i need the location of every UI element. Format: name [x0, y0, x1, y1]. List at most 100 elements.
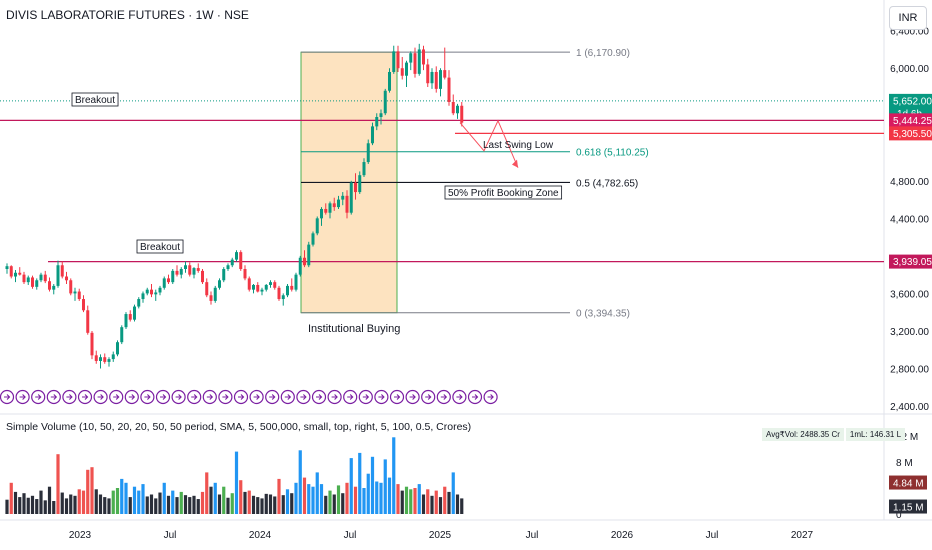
- price-badge: [889, 126, 932, 141]
- volume-bar: [426, 489, 430, 514]
- candle-body: [235, 252, 238, 260]
- arrow-right-glyph: [238, 394, 245, 400]
- candle-body: [175, 270, 179, 275]
- volume-bar: [226, 497, 230, 514]
- volume-badge-label: 4.84 M: [893, 479, 924, 490]
- candle-body: [14, 272, 17, 277]
- volume-bar: [111, 490, 115, 514]
- volume-bar: [324, 495, 328, 514]
- volume-bar: [349, 458, 353, 514]
- candle-body: [43, 274, 47, 282]
- candle-body: [252, 284, 255, 290]
- candle-body: [103, 357, 107, 362]
- volume-bar: [52, 501, 56, 514]
- arrow-right-glyph: [97, 394, 104, 400]
- candle-body: [35, 280, 39, 287]
- volume-tick-label: 8 M: [896, 458, 913, 469]
- candle-body: [82, 299, 85, 311]
- volume-bar: [277, 478, 281, 514]
- volume-bar: [358, 452, 362, 514]
- volume-bar: [166, 495, 171, 514]
- arrow-right-glyph: [409, 394, 416, 400]
- candle-body: [167, 278, 170, 283]
- volume-bar: [86, 469, 90, 514]
- candle-body: [354, 182, 357, 193]
- candle-body: [26, 277, 30, 283]
- volume-bar: [332, 494, 336, 514]
- fib-level-0-label: 0 (3,394.35): [576, 309, 630, 320]
- volume-bar: [362, 488, 366, 514]
- volume-bar: [298, 450, 302, 514]
- candle-body: [18, 272, 22, 275]
- profit-booking-zone-label: 50% Profit Booking Zone: [448, 188, 559, 199]
- candle-body: [22, 274, 26, 283]
- price-badge-label: 5,652.00: [893, 96, 932, 107]
- volume-bar: [158, 492, 162, 514]
- volume-bar: [30, 495, 35, 514]
- volume-bar: [145, 496, 149, 514]
- volume-bar: [294, 482, 298, 514]
- volume-badge-label: 1.15 M: [893, 503, 924, 514]
- candle-body: [239, 252, 243, 270]
- volume-bar: [120, 478, 124, 514]
- arrow-right-glyph: [487, 394, 494, 400]
- price-tick-label: 6,400.00: [890, 27, 929, 38]
- volume-bar: [256, 497, 260, 514]
- last-swing-low-label: Last Swing Low: [483, 140, 554, 151]
- volume-bar: [387, 477, 392, 514]
- candle-body: [388, 71, 391, 91]
- candle-body: [141, 293, 145, 300]
- candle-body: [171, 270, 175, 283]
- currency-button[interactable]: INR: [889, 6, 927, 30]
- candle-body: [90, 332, 94, 356]
- candle-body: [451, 102, 455, 114]
- volume-bar: [230, 493, 234, 514]
- volume-bar: [421, 494, 426, 514]
- volume-bar: [128, 497, 132, 514]
- volume-bar: [328, 490, 332, 514]
- volume-bar: [209, 486, 213, 514]
- volume-bar: [107, 498, 111, 514]
- candle-body: [256, 284, 260, 292]
- volume-bar: [5, 499, 9, 514]
- candle-body: [205, 282, 209, 296]
- volume-bar: [234, 451, 239, 514]
- volume-bar: [430, 495, 434, 514]
- volume-bar: [9, 482, 13, 514]
- candle-body: [434, 71, 438, 89]
- volume-bar: [345, 482, 349, 514]
- price-tick-label: 4,400.00: [890, 214, 929, 225]
- volume-bar: [251, 495, 256, 514]
- candle-body: [409, 53, 413, 63]
- volume-bar: [451, 472, 455, 514]
- volume-bar: [392, 437, 396, 514]
- volume-bar: [409, 489, 413, 514]
- arrow-right-glyph: [160, 394, 167, 400]
- candle-body: [264, 284, 268, 290]
- volume-bar: [455, 494, 460, 514]
- volume-badge: [889, 499, 927, 514]
- candle-body: [120, 327, 124, 343]
- volume-bar: [124, 482, 128, 514]
- breakout-top-label-box: [71, 92, 119, 107]
- volume-bar: [35, 499, 39, 514]
- candle-body: [307, 244, 311, 266]
- volume-bar: [47, 486, 52, 514]
- candle-body: [405, 62, 408, 76]
- arrow-right-glyph: [128, 394, 136, 400]
- candle-body: [116, 342, 119, 355]
- arrow-right-glyph: [284, 394, 292, 400]
- time-tick-label: 2026: [611, 530, 634, 541]
- volume-indicator-title[interactable]: Simple Volume (10, 50, 20, 20, 50, 50 pe…: [6, 421, 472, 433]
- candle-body: [48, 281, 51, 290]
- time-tick-label: 2027: [791, 530, 814, 541]
- candle-body: [69, 280, 73, 294]
- breakout-top-label: Breakout: [75, 95, 115, 106]
- one-ml-stat: 1mL: 146.31 L: [845, 428, 906, 441]
- fib-level-05-label: 0.5 (4,782.65): [576, 178, 638, 189]
- volume-bar: [192, 495, 196, 514]
- volume-bar: [336, 485, 341, 514]
- candle-body: [9, 266, 13, 277]
- arrow-right-glyph: [300, 394, 307, 400]
